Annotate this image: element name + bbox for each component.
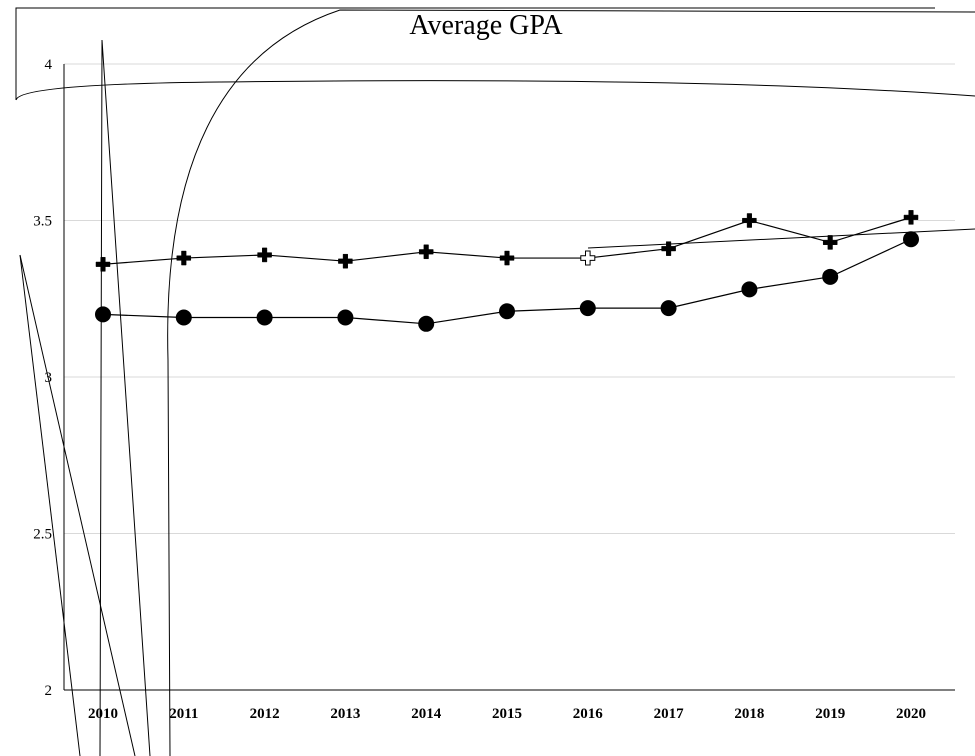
overlay-curve-left xyxy=(167,9,975,756)
gridlines xyxy=(64,63,955,534)
y-tick-labels: 22.533.54 xyxy=(33,57,52,699)
chart-title: Average GPA xyxy=(409,10,563,41)
data-point-cross xyxy=(742,213,757,228)
x-tick-label: 2017 xyxy=(654,706,685,722)
x-tick-label: 2018 xyxy=(734,706,764,722)
data-point-cross xyxy=(418,244,434,260)
overlay-frame-stroke xyxy=(15,7,935,100)
data-point-circle xyxy=(579,300,596,317)
y-tick-label: 2 xyxy=(45,683,53,699)
data-point-circle xyxy=(499,303,515,320)
overlay-curve-top xyxy=(15,80,975,101)
data-point-cross xyxy=(661,241,676,256)
data-point-cross xyxy=(822,235,838,250)
data-point-circle xyxy=(903,231,919,248)
x-tick-labels: 2010 2011 2012 2013 2014 2015 2016 2017 2018 2019… xyxy=(88,706,926,722)
data-point-circle xyxy=(660,300,677,317)
x-tick-label: 2020 xyxy=(896,706,926,722)
data-point-circle xyxy=(95,306,111,323)
data-point-cross xyxy=(257,247,272,263)
y-tick-label: 4 xyxy=(45,57,53,73)
series-2 xyxy=(95,231,919,332)
decorative-stroke-overlay xyxy=(15,7,975,756)
data-point-cross xyxy=(499,250,515,266)
x-tick-label: 2014 xyxy=(411,706,442,722)
overlay-diagonal-1 xyxy=(19,254,136,756)
y-tick-label: 3.5 xyxy=(33,214,52,230)
y-tick-label: 2.5 xyxy=(33,527,52,543)
overlay-line-right xyxy=(587,228,975,249)
data-point-cross xyxy=(95,257,111,272)
data-point-circle xyxy=(741,281,758,298)
data-point-circle xyxy=(418,315,435,332)
series-1 xyxy=(95,210,919,272)
data-point-cross xyxy=(903,210,919,225)
data-point-circle xyxy=(175,309,192,326)
data-point-circle xyxy=(256,309,273,326)
x-tick-label: 2011 xyxy=(169,706,198,722)
data-point-circle xyxy=(822,268,839,285)
x-tick-label: 2012 xyxy=(250,706,280,722)
data-point-circle xyxy=(337,309,354,326)
series-group xyxy=(95,210,919,332)
overlay-diagonal-2 xyxy=(19,254,81,756)
x-tick-label: 2010 xyxy=(88,706,118,722)
data-point-cross xyxy=(176,250,192,266)
x-tick-label: 2019 xyxy=(815,706,845,722)
data-point-cross xyxy=(338,253,353,269)
overlay-vertical-strokes xyxy=(99,39,151,756)
x-tick-label: 2015 xyxy=(492,706,522,722)
x-tick-label: 2016 xyxy=(573,706,604,722)
data-point-cross xyxy=(580,250,596,266)
x-tick-label: 2013 xyxy=(330,706,360,722)
